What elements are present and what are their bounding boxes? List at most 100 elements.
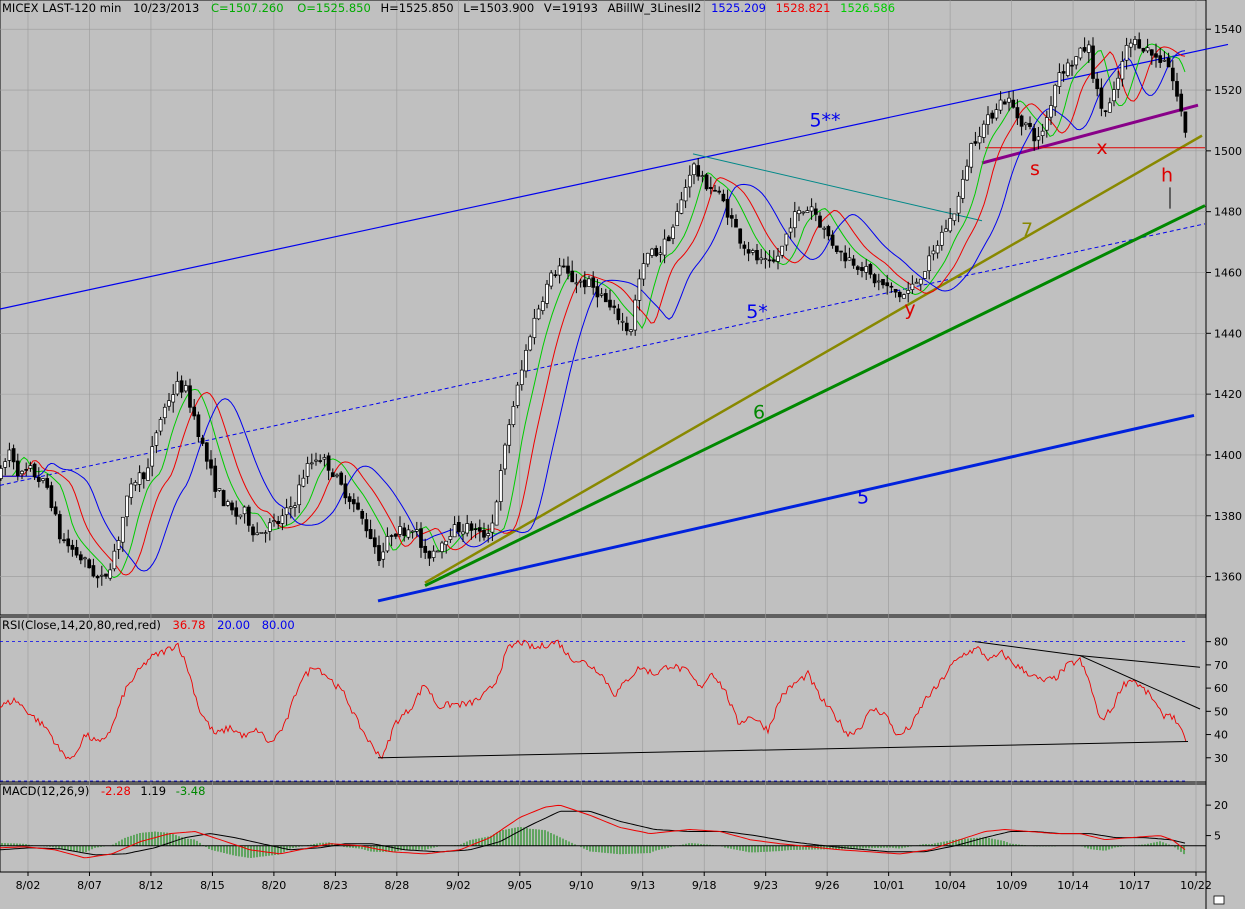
candle-body bbox=[448, 536, 453, 540]
candle-body bbox=[351, 499, 356, 505]
trendline-l7 bbox=[424, 134, 1203, 584]
candle-body bbox=[1149, 49, 1154, 56]
candle-body bbox=[280, 515, 285, 524]
candle-body bbox=[616, 308, 621, 321]
candle-body bbox=[847, 257, 852, 261]
candle-body bbox=[645, 252, 650, 265]
candle-body bbox=[528, 336, 533, 351]
candle-body bbox=[641, 263, 646, 280]
candle-body bbox=[612, 305, 617, 308]
candle-body bbox=[994, 109, 999, 119]
candle-body bbox=[1158, 55, 1163, 63]
candle-body bbox=[826, 226, 831, 237]
candle-body bbox=[1120, 61, 1125, 80]
candle-body bbox=[637, 278, 642, 301]
candle-body bbox=[356, 502, 360, 510]
candle-body bbox=[822, 227, 827, 230]
candle-body bbox=[1002, 101, 1007, 105]
header-close: C=1507.260 bbox=[211, 1, 284, 15]
candle-body bbox=[482, 530, 486, 538]
candle-body bbox=[427, 550, 432, 559]
candle-body bbox=[629, 329, 633, 332]
candle-body bbox=[1145, 47, 1150, 52]
date-tick-label: 8/07 bbox=[77, 879, 102, 892]
candle-body bbox=[1179, 93, 1184, 112]
candle-body bbox=[15, 460, 20, 476]
candle-body bbox=[956, 195, 961, 214]
candle-body bbox=[948, 218, 953, 232]
corner-box-icon[interactable] bbox=[1213, 895, 1225, 905]
candle-body bbox=[217, 488, 222, 491]
candle-body bbox=[935, 245, 940, 254]
macd-line bbox=[0, 804, 1186, 859]
rsi-tick-label: 30 bbox=[1214, 752, 1228, 765]
date-tick-label: 8/28 bbox=[384, 879, 409, 892]
candle-body bbox=[721, 193, 726, 202]
candle-body bbox=[671, 226, 675, 239]
date-tick-label: 10/22 bbox=[1180, 879, 1212, 892]
header-line1: 1525.209 bbox=[711, 1, 766, 15]
candle-body bbox=[1133, 39, 1137, 46]
candle-body bbox=[1074, 56, 1079, 66]
candle-body bbox=[440, 542, 444, 552]
candle-body bbox=[591, 277, 596, 288]
candle-body bbox=[717, 190, 722, 193]
candle-body bbox=[881, 279, 885, 286]
candle-body bbox=[960, 178, 965, 199]
candle-body bbox=[1086, 44, 1091, 53]
candle-body bbox=[818, 215, 822, 228]
candle-body bbox=[809, 206, 814, 212]
candle-body bbox=[494, 501, 499, 526]
candle-body bbox=[1095, 78, 1100, 90]
moving-average-3 bbox=[0, 50, 1186, 572]
candle-body bbox=[906, 290, 911, 294]
rsi-tick-label: 60 bbox=[1214, 682, 1228, 695]
candle-body bbox=[549, 272, 554, 287]
candle-body bbox=[414, 529, 419, 532]
rsi-tick-label: 40 bbox=[1214, 729, 1228, 742]
candle-body bbox=[536, 308, 541, 320]
candle-body bbox=[301, 477, 306, 487]
candle-body bbox=[876, 280, 881, 283]
candle-body bbox=[175, 381, 180, 395]
candle-body bbox=[599, 293, 604, 296]
candle-body bbox=[952, 213, 957, 222]
candle-body bbox=[465, 523, 470, 534]
candle-body bbox=[70, 544, 75, 550]
date-tick-label: 9/10 bbox=[569, 879, 594, 892]
candle-body bbox=[851, 258, 856, 266]
candle-body bbox=[675, 211, 680, 226]
wave-label: 7 bbox=[1021, 219, 1033, 241]
candle-body bbox=[696, 165, 701, 177]
candle-body bbox=[288, 506, 293, 509]
candle-body bbox=[624, 322, 629, 332]
candle-body bbox=[1166, 57, 1171, 68]
price-tick-label: 1380 bbox=[1214, 510, 1242, 523]
candle-body bbox=[41, 478, 45, 481]
candle-body bbox=[918, 278, 923, 285]
candle-body bbox=[368, 529, 373, 539]
candle-body bbox=[1137, 39, 1142, 49]
candle-body bbox=[868, 264, 873, 275]
candle-body bbox=[284, 507, 289, 516]
macd-plot bbox=[0, 804, 1206, 859]
date-tick-label: 9/18 bbox=[692, 879, 717, 892]
candle-body bbox=[116, 540, 121, 550]
candle-body bbox=[545, 283, 549, 304]
candle-body bbox=[792, 211, 797, 229]
axes: 1540 1520 1500 1480 1460 1440 1420 1400 1380 1360… bbox=[0, 23, 1242, 892]
candle-body bbox=[776, 255, 780, 262]
candle-body bbox=[1183, 111, 1188, 133]
candle-body bbox=[410, 530, 415, 533]
candle-body bbox=[658, 252, 663, 255]
macd-tick-label: 20 bbox=[1214, 799, 1228, 812]
candle-body bbox=[267, 522, 272, 532]
candle-body bbox=[977, 135, 982, 144]
rsi-header: RSI(Close,14,20,80,red,red) 36.78 20.00 … bbox=[2, 618, 295, 632]
rsi-panel bbox=[0, 616, 1207, 783]
candle-body bbox=[650, 248, 654, 256]
wave-label: h bbox=[1161, 164, 1173, 186]
candle-body bbox=[813, 208, 818, 215]
rsi-trendline bbox=[1079, 655, 1201, 710]
header-low: L=1503.900 bbox=[463, 1, 534, 15]
